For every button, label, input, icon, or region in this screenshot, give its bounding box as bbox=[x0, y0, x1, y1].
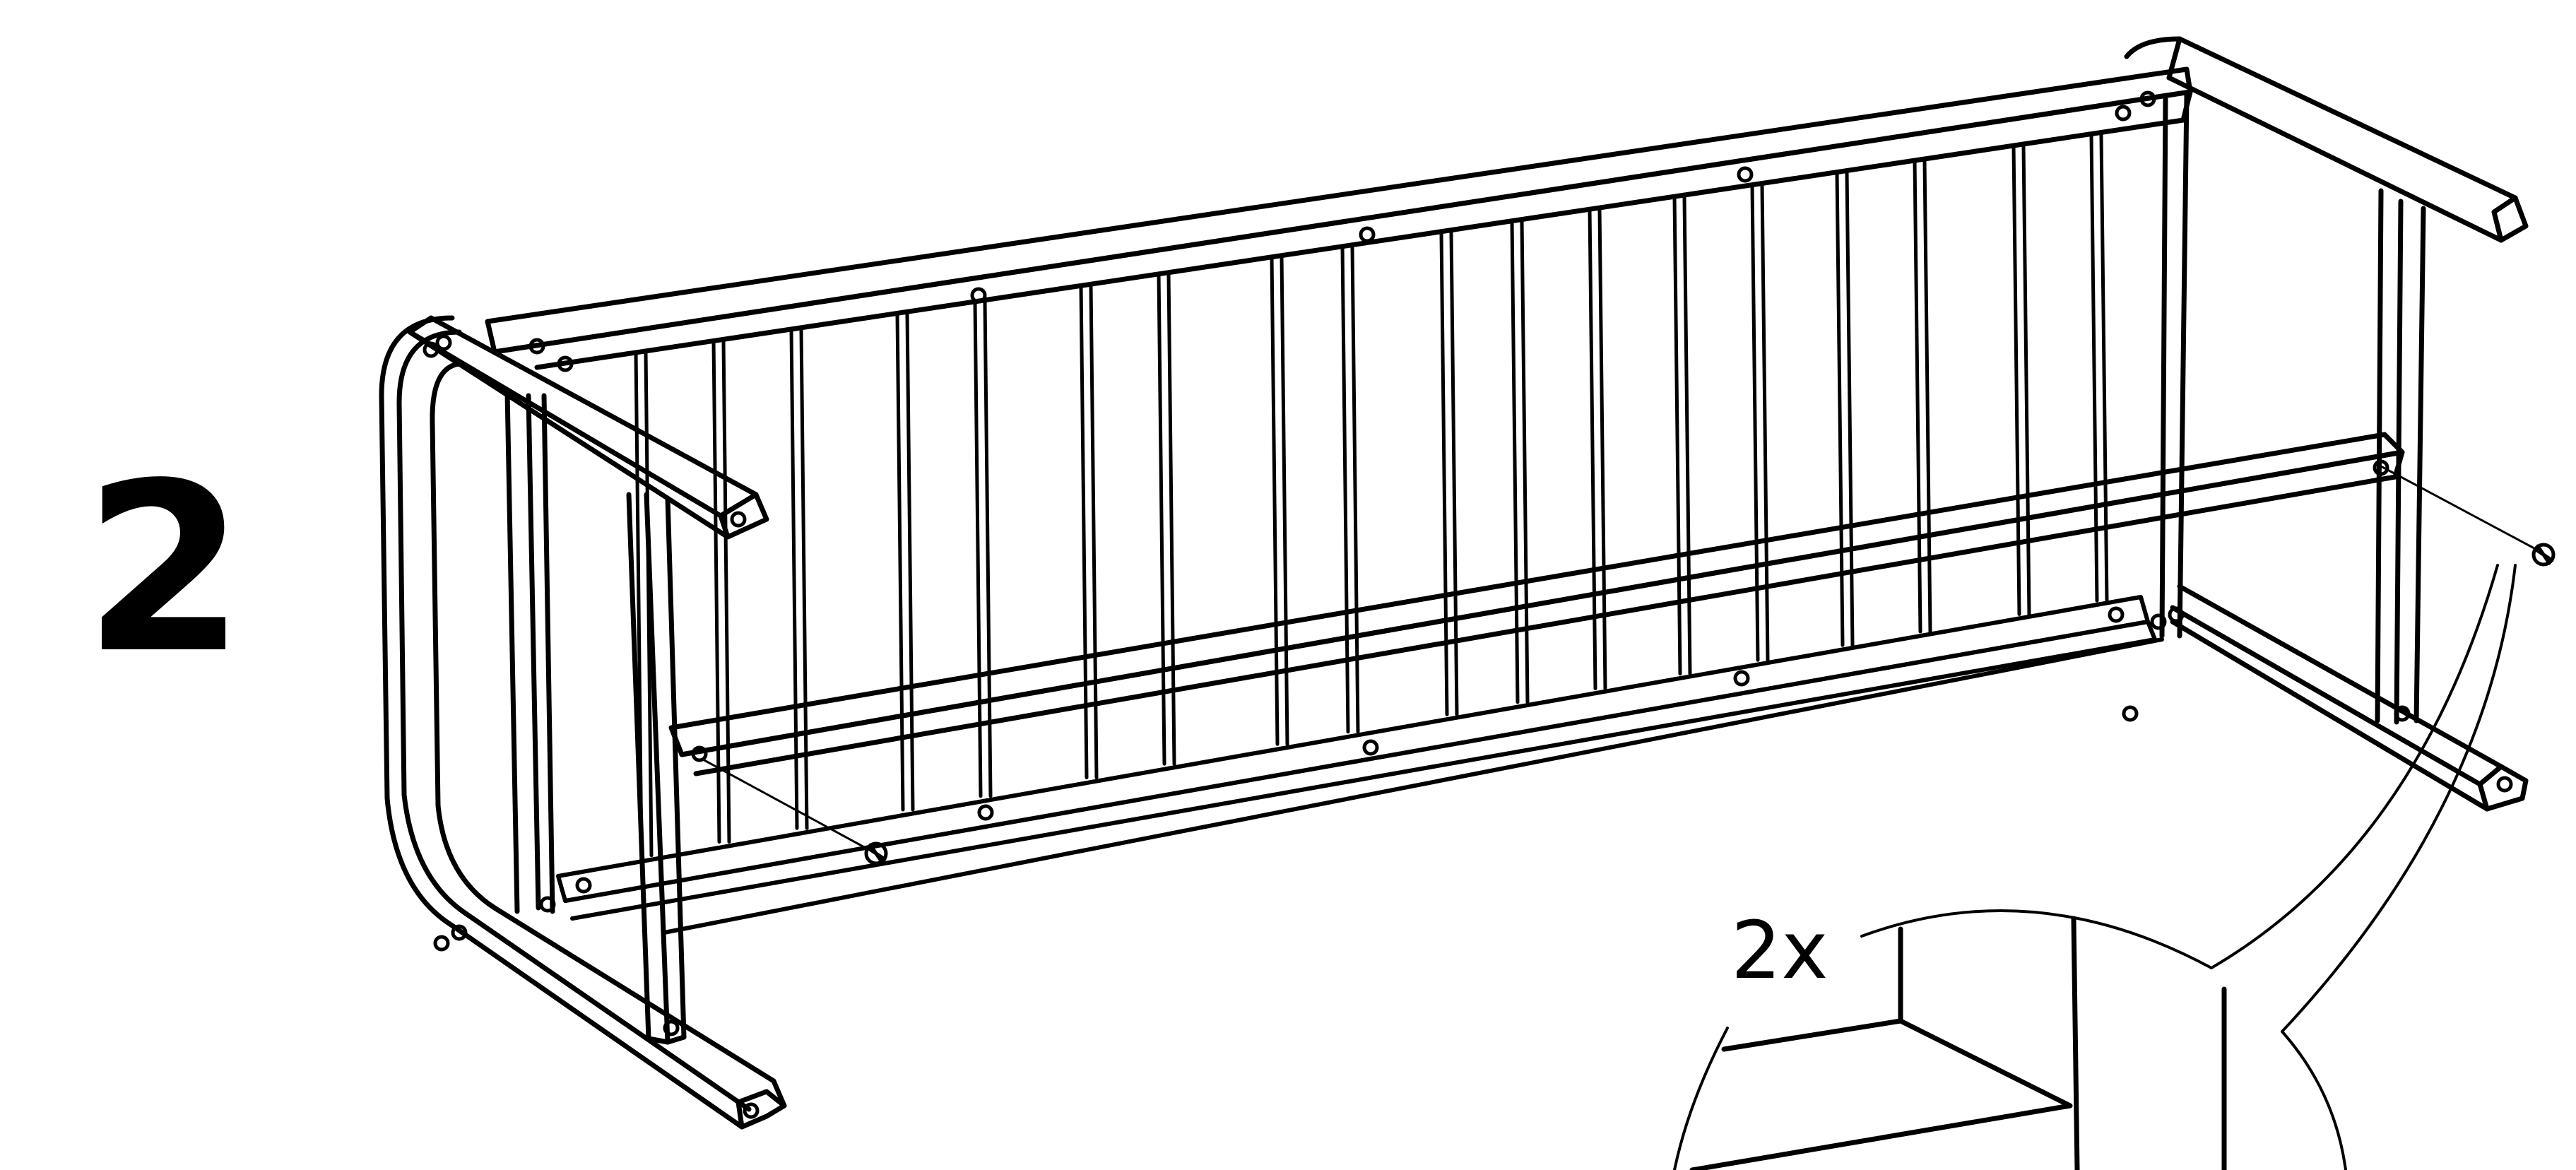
slat-line bbox=[973, 300, 983, 798]
bolt-hole bbox=[423, 341, 439, 358]
bolt-hole bbox=[2394, 705, 2411, 722]
bolt-holes bbox=[423, 90, 2513, 1119]
slat-line bbox=[799, 327, 809, 830]
bolt-hole bbox=[977, 804, 994, 821]
screw-right bbox=[2380, 465, 2556, 567]
bolt-hole bbox=[663, 1020, 680, 1036]
slat-line bbox=[2021, 144, 2031, 616]
slat-line bbox=[2089, 132, 2099, 603]
slat-line bbox=[1835, 170, 1845, 647]
bolt-hole bbox=[1362, 739, 1379, 756]
bolt-hole bbox=[691, 745, 708, 762]
slat-line bbox=[1350, 244, 1360, 734]
bolt-hole bbox=[1733, 670, 1750, 687]
slat-line bbox=[983, 300, 993, 798]
bolt-hole bbox=[2122, 705, 2139, 722]
lower-rear-rail bbox=[556, 595, 2164, 935]
bolt-hole bbox=[2168, 606, 2185, 623]
back-slats bbox=[634, 132, 2109, 858]
bolt-hole bbox=[2108, 606, 2125, 623]
slat-line bbox=[1922, 159, 1932, 634]
quantity-label: 2x bbox=[1731, 905, 1828, 997]
back-top-rail bbox=[485, 66, 2193, 370]
slat-line bbox=[1913, 159, 1922, 634]
bolt-hole bbox=[2496, 776, 2513, 793]
bolt-hole bbox=[2115, 105, 2132, 122]
slat-line bbox=[634, 350, 644, 858]
slat-line bbox=[2011, 144, 2021, 616]
slat-line bbox=[895, 312, 905, 812]
slat-line bbox=[721, 339, 731, 844]
slat-line bbox=[1588, 208, 1597, 690]
bolt-hole bbox=[575, 877, 592, 894]
slat-line bbox=[905, 312, 915, 812]
slat-line bbox=[1439, 230, 1449, 716]
magnified-detail-icon bbox=[1673, 564, 2517, 1170]
slat-line bbox=[1597, 208, 1607, 690]
slat-line bbox=[1682, 195, 1692, 675]
slat-line bbox=[1157, 272, 1166, 766]
slat-line bbox=[711, 339, 721, 844]
bolt-hole bbox=[1359, 226, 1376, 243]
screw-left bbox=[702, 758, 888, 865]
step-number: 2 bbox=[83, 433, 246, 704]
slat-line bbox=[1280, 255, 1289, 746]
slat-line bbox=[1079, 284, 1089, 779]
slat-line bbox=[2099, 132, 2109, 603]
middle-front-rail bbox=[668, 432, 2405, 776]
bolt-hole bbox=[435, 334, 452, 351]
slat-line bbox=[1510, 219, 1520, 704]
slat-line bbox=[1166, 272, 1176, 766]
bolt-hole bbox=[2139, 90, 2156, 107]
slat-line bbox=[1845, 170, 1855, 647]
bolt-hole bbox=[539, 896, 556, 913]
bolt-hole bbox=[2150, 613, 2167, 630]
bolt-hole bbox=[1737, 166, 1754, 183]
bolt-hole bbox=[970, 287, 987, 304]
bolt-hole bbox=[433, 935, 450, 952]
right-side-frame bbox=[2124, 36, 2529, 812]
slat-line bbox=[1750, 183, 1760, 662]
slat-line bbox=[1520, 219, 1530, 704]
bolt-hole bbox=[451, 924, 468, 941]
slat-line bbox=[1089, 284, 1099, 779]
slat-line bbox=[789, 327, 799, 830]
slat-line bbox=[1340, 244, 1350, 734]
slat-line bbox=[644, 350, 654, 858]
slat-line bbox=[1270, 255, 1280, 746]
slat-line bbox=[1760, 183, 1770, 662]
slat-line bbox=[1672, 195, 1682, 675]
bolt-hole bbox=[2373, 459, 2389, 476]
bolt-hole bbox=[528, 338, 545, 355]
bolt-hole bbox=[557, 355, 574, 372]
bolt-hole bbox=[743, 1102, 760, 1119]
bolt-hole bbox=[730, 511, 747, 528]
slat-line bbox=[1449, 230, 1459, 716]
